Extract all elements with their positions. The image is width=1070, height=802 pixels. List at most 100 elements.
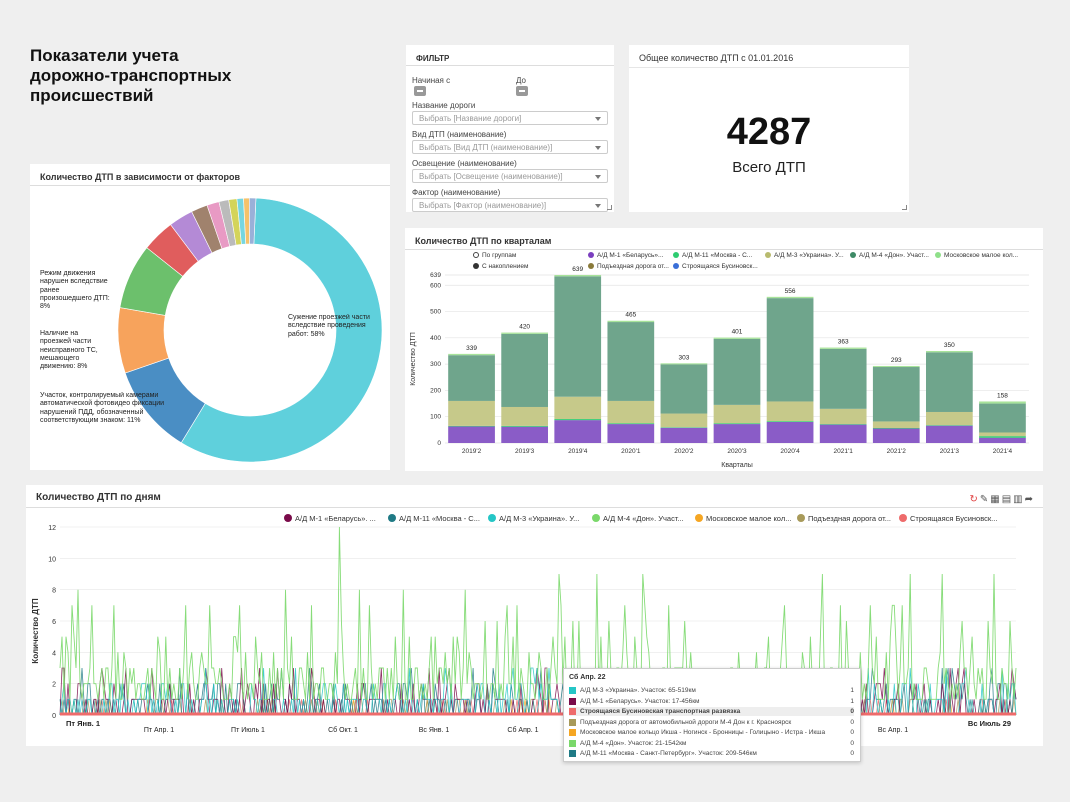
bar-segment[interactable] bbox=[713, 337, 761, 339]
bar-segment[interactable] bbox=[607, 423, 655, 425]
bar-segment[interactable] bbox=[607, 424, 655, 443]
bar-total-label: 293 bbox=[891, 357, 902, 364]
legend-item[interactable]: Строящаяся Бусиновск... bbox=[899, 514, 997, 523]
y-tick-label: 200 bbox=[430, 387, 441, 394]
bar-segment[interactable] bbox=[766, 401, 814, 422]
bar-segment[interactable] bbox=[448, 353, 495, 356]
table-icon[interactable]: ▦ bbox=[990, 494, 1002, 505]
bar-segment[interactable] bbox=[979, 403, 1026, 433]
bar-segment[interactable] bbox=[660, 427, 708, 443]
quarters-card: Количество ДТП по кварталам По группам С … bbox=[405, 228, 1043, 471]
bar-segment[interactable] bbox=[766, 296, 814, 299]
legend-item[interactable]: По группам bbox=[473, 252, 516, 259]
refresh-icon[interactable]: ↻ bbox=[969, 494, 980, 505]
bar-segment[interactable] bbox=[872, 367, 920, 422]
bar-segment[interactable] bbox=[979, 437, 1026, 443]
type-select[interactable]: Выбрать [Вид ДТП (наименование)] bbox=[412, 140, 608, 154]
end-date-picker[interactable] bbox=[516, 86, 528, 96]
bar-segment[interactable] bbox=[819, 424, 867, 425]
bar-segment[interactable] bbox=[448, 400, 495, 426]
bar-segment[interactable] bbox=[607, 322, 655, 401]
bar-segment[interactable] bbox=[872, 428, 920, 429]
tooltip-series-name: А/Д М-4 «Дон». Участок: 21-1542км bbox=[580, 739, 687, 747]
bar-segment[interactable] bbox=[501, 406, 548, 426]
bar-segment[interactable] bbox=[501, 426, 548, 443]
legend-item[interactable]: А/Д М-4 «Дон». Участ... bbox=[850, 252, 929, 259]
legend-item[interactable]: Подъездная дорога от... bbox=[588, 263, 669, 270]
bar-segment[interactable] bbox=[926, 425, 973, 443]
resize-handle[interactable] bbox=[902, 205, 907, 210]
tooltip-series-value: 0 bbox=[850, 729, 854, 736]
bar-segment[interactable] bbox=[766, 298, 814, 402]
bar-segment[interactable] bbox=[766, 421, 814, 422]
bar-segment[interactable] bbox=[660, 427, 708, 428]
bar-segment[interactable] bbox=[713, 338, 761, 405]
bar-segment[interactable] bbox=[872, 428, 920, 443]
bar-segment[interactable] bbox=[448, 426, 495, 443]
bar-segment[interactable] bbox=[926, 352, 973, 412]
x-tick-label: 2021'1 bbox=[834, 448, 854, 455]
bar-segment[interactable] bbox=[819, 424, 867, 443]
start-date-picker[interactable] bbox=[414, 86, 426, 96]
bar-segment[interactable] bbox=[926, 411, 973, 426]
bar-segment[interactable] bbox=[872, 421, 920, 429]
bar-segment[interactable] bbox=[979, 432, 1026, 437]
bar-segment[interactable] bbox=[660, 363, 708, 365]
bar-segment[interactable] bbox=[819, 408, 867, 425]
legend-item[interactable]: А/Д М-1 «Беларусь»... bbox=[588, 252, 663, 259]
y-tick-label: 2 bbox=[52, 682, 56, 689]
bar-segment[interactable] bbox=[554, 420, 602, 443]
bar-segment[interactable] bbox=[766, 421, 814, 443]
bar-segment[interactable] bbox=[501, 333, 548, 407]
bar-segment[interactable] bbox=[713, 423, 761, 425]
legend-item[interactable]: А/Д М-4 «Дон». Участ... bbox=[592, 514, 684, 523]
legend-item[interactable]: Московское малое кол... bbox=[695, 514, 791, 523]
bar-segment[interactable] bbox=[607, 320, 655, 323]
legend-item[interactable]: А/Д М-11 «Москва - С... bbox=[673, 252, 752, 259]
bar-segment[interactable] bbox=[448, 355, 495, 401]
x-tick-label: Пт Янв. 1 bbox=[66, 719, 100, 728]
legend-item[interactable]: А/Д М-3 «Украина». У... bbox=[488, 514, 579, 523]
bar-segment[interactable] bbox=[660, 364, 708, 414]
bar-segment[interactable] bbox=[926, 425, 973, 426]
legend-item[interactable]: Строящаяся Бусиновск... bbox=[673, 263, 758, 270]
resize-handle[interactable] bbox=[607, 205, 612, 210]
bar-segment[interactable] bbox=[979, 436, 1026, 438]
light-select[interactable]: Выбрать [Освещение (наименование)] bbox=[412, 169, 608, 183]
legend-item[interactable]: Подъездная дорога от... bbox=[797, 514, 891, 523]
x-tick-label: 2021'2 bbox=[887, 448, 907, 455]
export-icon[interactable]: ▤ bbox=[1001, 494, 1014, 505]
donut-slice[interactable] bbox=[249, 197, 257, 245]
edit-icon[interactable]: ✎ bbox=[979, 494, 991, 505]
download-icon[interactable]: ▥ bbox=[1013, 494, 1025, 505]
bar-segment[interactable] bbox=[607, 400, 655, 424]
bar-segment[interactable] bbox=[660, 413, 708, 428]
bar-segment[interactable] bbox=[554, 276, 602, 397]
legend-item[interactable]: Московское малое кол... bbox=[935, 252, 1018, 259]
bar-segment[interactable] bbox=[554, 275, 602, 277]
bar-segment[interactable] bbox=[926, 350, 973, 353]
series-line[interactable] bbox=[59, 526, 1017, 700]
road-select[interactable]: Выбрать [Название дороги] bbox=[412, 111, 608, 125]
legend-item[interactable]: А/Д М-1 «Беларусь». ... bbox=[284, 514, 376, 523]
bar-segment[interactable] bbox=[979, 401, 1026, 404]
tooltip-row: А/Д М-3 «Украина». Участок: 65-519км 1 bbox=[569, 686, 854, 695]
bar-segment[interactable] bbox=[872, 365, 920, 368]
bar-segment[interactable] bbox=[554, 396, 602, 420]
bar-segment[interactable] bbox=[819, 347, 867, 349]
donut-slice[interactable] bbox=[180, 197, 383, 463]
bar-segment[interactable] bbox=[713, 424, 761, 443]
legend-item[interactable]: А/Д М-11 «Москва - С... bbox=[388, 514, 480, 523]
bar-segment[interactable] bbox=[819, 348, 867, 409]
bar-segment[interactable] bbox=[554, 419, 602, 421]
bar-segment[interactable] bbox=[713, 404, 761, 424]
bar-segment[interactable] bbox=[501, 332, 548, 334]
light-select-placeholder: Выбрать [Освещение (наименование)] bbox=[419, 172, 563, 181]
bar-segment[interactable] bbox=[501, 425, 548, 427]
legend-item[interactable]: С накоплением bbox=[473, 263, 528, 270]
share-icon[interactable]: ➦ bbox=[1024, 494, 1035, 505]
bar-segment[interactable] bbox=[448, 425, 495, 427]
factor-select[interactable]: Выбрать [Фактор (наименование)] bbox=[412, 198, 608, 212]
legend-item[interactable]: А/Д М-3 «Украина». У... bbox=[765, 252, 844, 259]
